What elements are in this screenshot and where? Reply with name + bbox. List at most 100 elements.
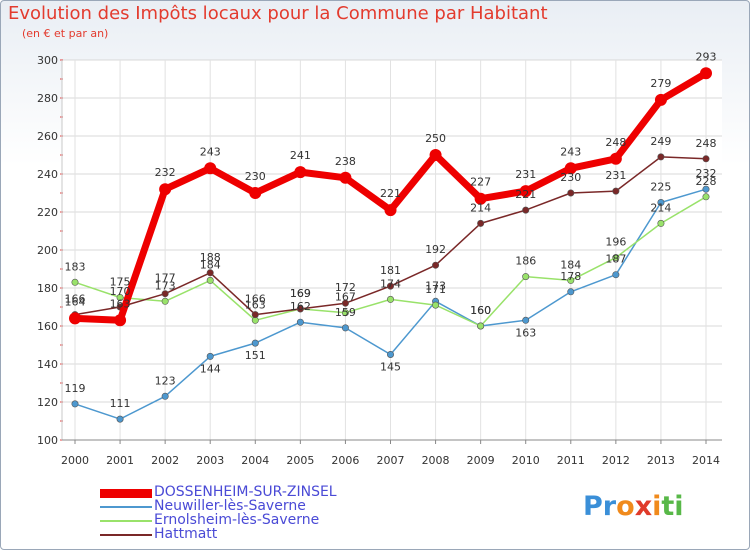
data-point (206, 352, 214, 360)
data-point (116, 293, 124, 301)
data-point (69, 312, 81, 325)
data-point (657, 153, 665, 161)
data-label: 221 (515, 188, 536, 201)
data-label: 159 (335, 306, 356, 319)
data-label: 184 (200, 258, 221, 271)
data-point (206, 269, 214, 277)
y-tick-label: 120 (37, 396, 58, 409)
data-point (567, 288, 575, 296)
data-point (114, 314, 127, 327)
y-tick-label: 200 (37, 244, 58, 257)
data-label: 166 (65, 293, 86, 306)
data-label: 214 (650, 201, 671, 214)
x-tick-label: 2010 (512, 454, 540, 467)
data-point (429, 149, 442, 161)
data-label: 169 (290, 287, 311, 300)
data-point (341, 309, 349, 317)
legend-swatch-ernolsheim (100, 520, 152, 522)
x-tick-label: 2007 (377, 454, 405, 467)
data-point (71, 278, 79, 286)
data-point (522, 316, 530, 324)
data-point (251, 311, 259, 319)
legend-label-dossenheim: DOSSENHEIM-SUR-ZINSEL (154, 484, 337, 500)
data-point (657, 199, 665, 207)
y-tick-label: 180 (37, 282, 58, 295)
data-label: 184 (560, 258, 581, 271)
data-point (612, 271, 620, 279)
data-point (251, 339, 259, 347)
data-point (702, 155, 710, 163)
data-label: 166 (245, 293, 266, 306)
logo-letter: i (652, 491, 662, 522)
data-label: 160 (470, 304, 491, 317)
data-label: 248 (696, 137, 717, 150)
data-label: 167 (335, 291, 356, 304)
data-point (159, 183, 172, 196)
logo-letter: t (661, 491, 675, 522)
data-point (339, 171, 352, 184)
data-label: 225 (650, 181, 671, 194)
data-label: 173 (425, 279, 446, 292)
chart-subtitle: (en € et par an) (22, 27, 109, 40)
data-point (522, 206, 530, 214)
data-label: 151 (245, 349, 266, 362)
data-label: 111 (110, 397, 131, 410)
y-tick-label: 140 (37, 358, 58, 371)
y-tick-label: 240 (37, 168, 58, 181)
data-point (477, 322, 485, 330)
logo-letter: o (616, 491, 635, 522)
y-tick-label: 300 (37, 54, 58, 67)
x-tick-label: 2000 (61, 454, 89, 467)
x-tick-label: 2013 (647, 454, 675, 467)
data-point (249, 187, 262, 199)
data-point (564, 162, 577, 175)
data-label: 183 (65, 260, 86, 273)
x-tick-label: 2004 (241, 454, 269, 467)
y-tick-label: 100 (37, 434, 58, 447)
data-label: 232 (155, 166, 176, 179)
data-label: 171 (425, 283, 446, 296)
proxiti-logo: Proxiti (583, 491, 684, 522)
data-label: 145 (380, 361, 401, 374)
data-point (341, 324, 349, 332)
data-label: 221 (380, 187, 401, 200)
data-label: 169 (290, 287, 311, 300)
x-tick-label: 2002 (151, 454, 179, 467)
x-tick-label: 2014 (692, 454, 720, 467)
data-point (386, 350, 394, 358)
data-label: 196 (605, 236, 626, 249)
data-label: 192 (425, 243, 446, 256)
logo-letter: P (583, 491, 603, 522)
legend-label-ernolsheim: Ernolsheim-lès-Saverne (154, 512, 320, 528)
data-label: 228 (696, 175, 717, 188)
data-label: 177 (155, 272, 176, 285)
data-label: 162 (290, 300, 311, 313)
data-point (71, 400, 79, 408)
x-tick-label: 2012 (602, 454, 630, 467)
data-label: 187 (605, 253, 626, 266)
legend-swatch-hattmatt (100, 534, 152, 536)
data-label: 172 (335, 281, 356, 294)
data-point (657, 219, 665, 227)
x-tick-label: 2005 (286, 454, 314, 467)
data-label: 238 (335, 155, 356, 168)
data-label: 163 (245, 298, 266, 311)
data-label: 214 (470, 201, 491, 214)
data-label: 181 (380, 264, 401, 277)
data-label: 232 (696, 167, 717, 180)
data-label: 123 (155, 374, 176, 387)
data-point (432, 301, 440, 309)
data-point (702, 185, 710, 193)
legend-label-neuwiller: Neuwiller-lès-Saverne (154, 498, 306, 514)
data-label: 186 (515, 255, 536, 268)
data-point (204, 162, 217, 175)
data-label: 293 (696, 50, 717, 63)
data-label: 241 (290, 149, 311, 162)
x-tick-label: 2008 (422, 454, 450, 467)
logo-letter: r (602, 491, 617, 522)
data-label: 175 (110, 276, 131, 289)
data-label: 243 (200, 145, 221, 158)
logo-letter: x (634, 491, 653, 522)
data-point (612, 187, 620, 195)
